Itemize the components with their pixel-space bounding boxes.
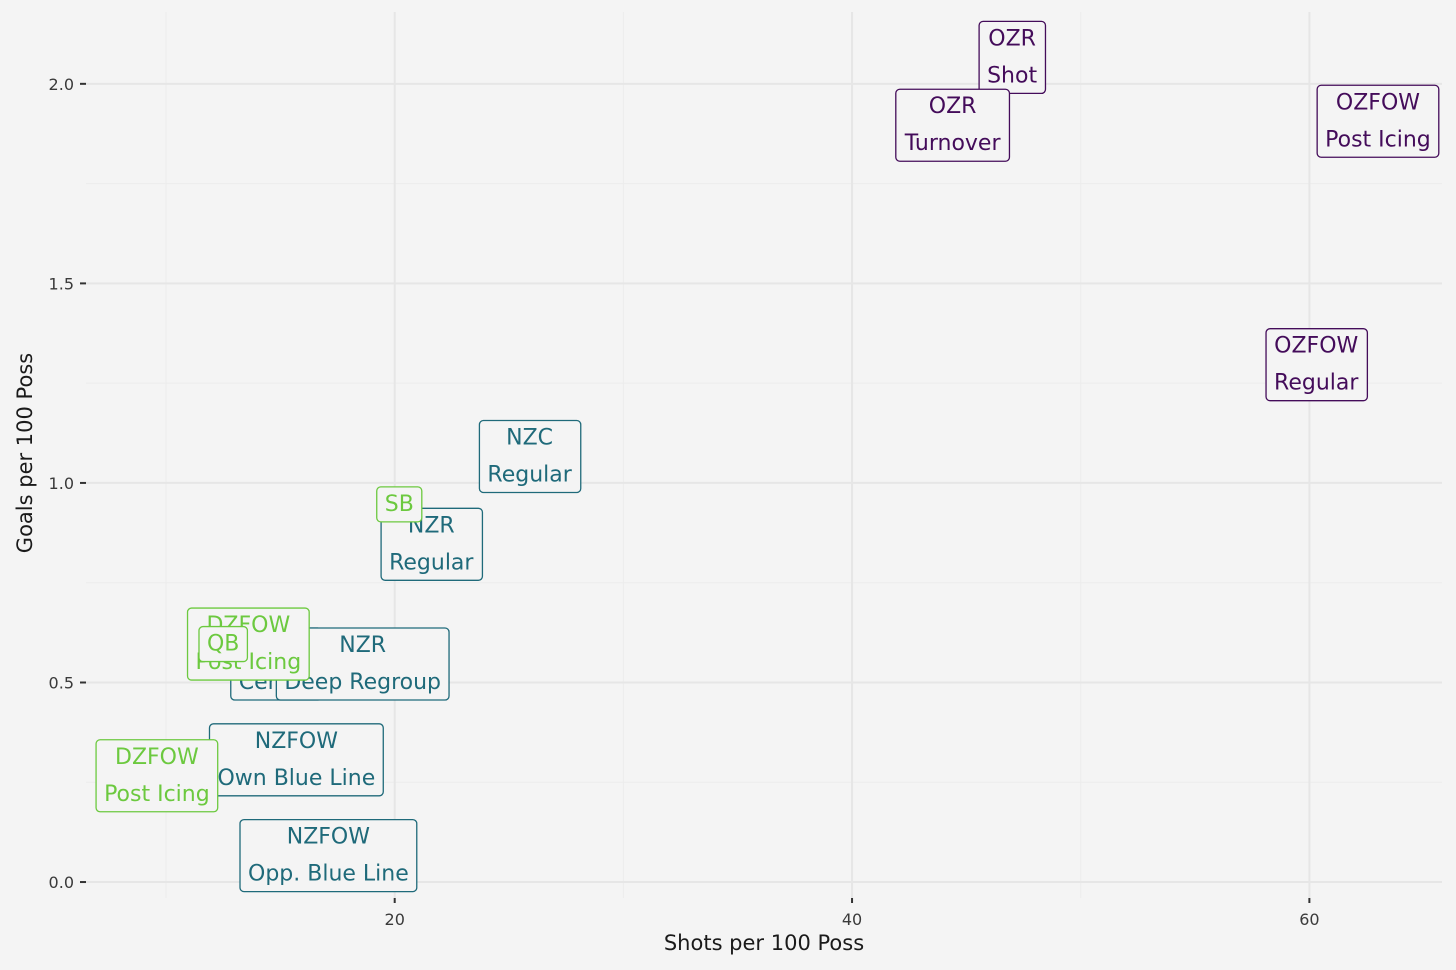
- data-point-label: OZR Shot: [978, 20, 1047, 95]
- point-label-text: OZR Shot: [987, 26, 1037, 88]
- point-label-text: NZFOW Own Blue Line: [217, 729, 375, 791]
- data-point-label: NZC Regular: [478, 419, 582, 494]
- label-box: [895, 88, 1011, 162]
- point-label-text: NZFOW Opp. Blue Line: [248, 825, 409, 887]
- point-label-text: OZFOW Post Icing: [1325, 90, 1431, 152]
- label-box: [478, 419, 582, 494]
- data-point-label: NZR Deep Regroup: [275, 627, 450, 701]
- label-box: [1265, 328, 1369, 402]
- point-label-text: QB: [207, 632, 239, 657]
- x-tick-label: 60: [1299, 910, 1319, 929]
- y-tick-label: 0.0: [49, 873, 74, 892]
- data-point-label: NZR Regular: [380, 507, 484, 581]
- x-tick-label: 40: [842, 910, 862, 929]
- data-point-label: OZFOW Post Icing: [1316, 84, 1440, 158]
- point-label-text: OZFOW Regular: [1274, 334, 1359, 396]
- data-point-label: DZFOW Post Icing: [95, 739, 219, 813]
- y-tick-label: 1.5: [49, 274, 74, 293]
- data-point-label: OZFOW Regular: [1265, 328, 1369, 402]
- data-point-label: OZR Turnover: [895, 88, 1011, 162]
- point-label-text: NZC Regular: [487, 426, 572, 488]
- y-axis-title: Goals per 100 Poss: [13, 353, 37, 553]
- data-point-label: QB: [198, 625, 249, 663]
- label-box: [978, 20, 1047, 95]
- axes: 20 40 60 0.0 0.5 1.0 1.5 2.0: [49, 75, 1320, 929]
- y-tick-label: 1.0: [49, 474, 74, 493]
- point-label-text: DZFOW Post Icing: [104, 745, 210, 807]
- label-box: [380, 507, 484, 581]
- x-tick-label: 20: [385, 910, 405, 929]
- point-label-text: OZR Turnover: [904, 94, 1002, 156]
- data-point-label: NZFOW Opp. Blue Line: [239, 818, 418, 893]
- point-label-text: SB: [385, 492, 414, 517]
- x-axis-title: Shots per 100 Poss: [664, 931, 864, 955]
- label-box: [95, 739, 219, 813]
- y-tick-label: 0.5: [49, 673, 74, 692]
- label-box: [198, 625, 249, 663]
- y-tick-label: 2.0: [49, 75, 74, 94]
- label-box: [376, 486, 423, 523]
- label-box: [239, 818, 418, 893]
- label-box: [1316, 84, 1440, 158]
- data-point-label: SB: [376, 486, 423, 523]
- point-label-text: NZR Deep Regroup: [284, 633, 441, 695]
- data-point-label: NZFOW Own Blue Line: [208, 723, 384, 797]
- data-labels: OZR Shot OZR Turnover OZFOW Post Icing OZFOW Re…: [95, 20, 1440, 893]
